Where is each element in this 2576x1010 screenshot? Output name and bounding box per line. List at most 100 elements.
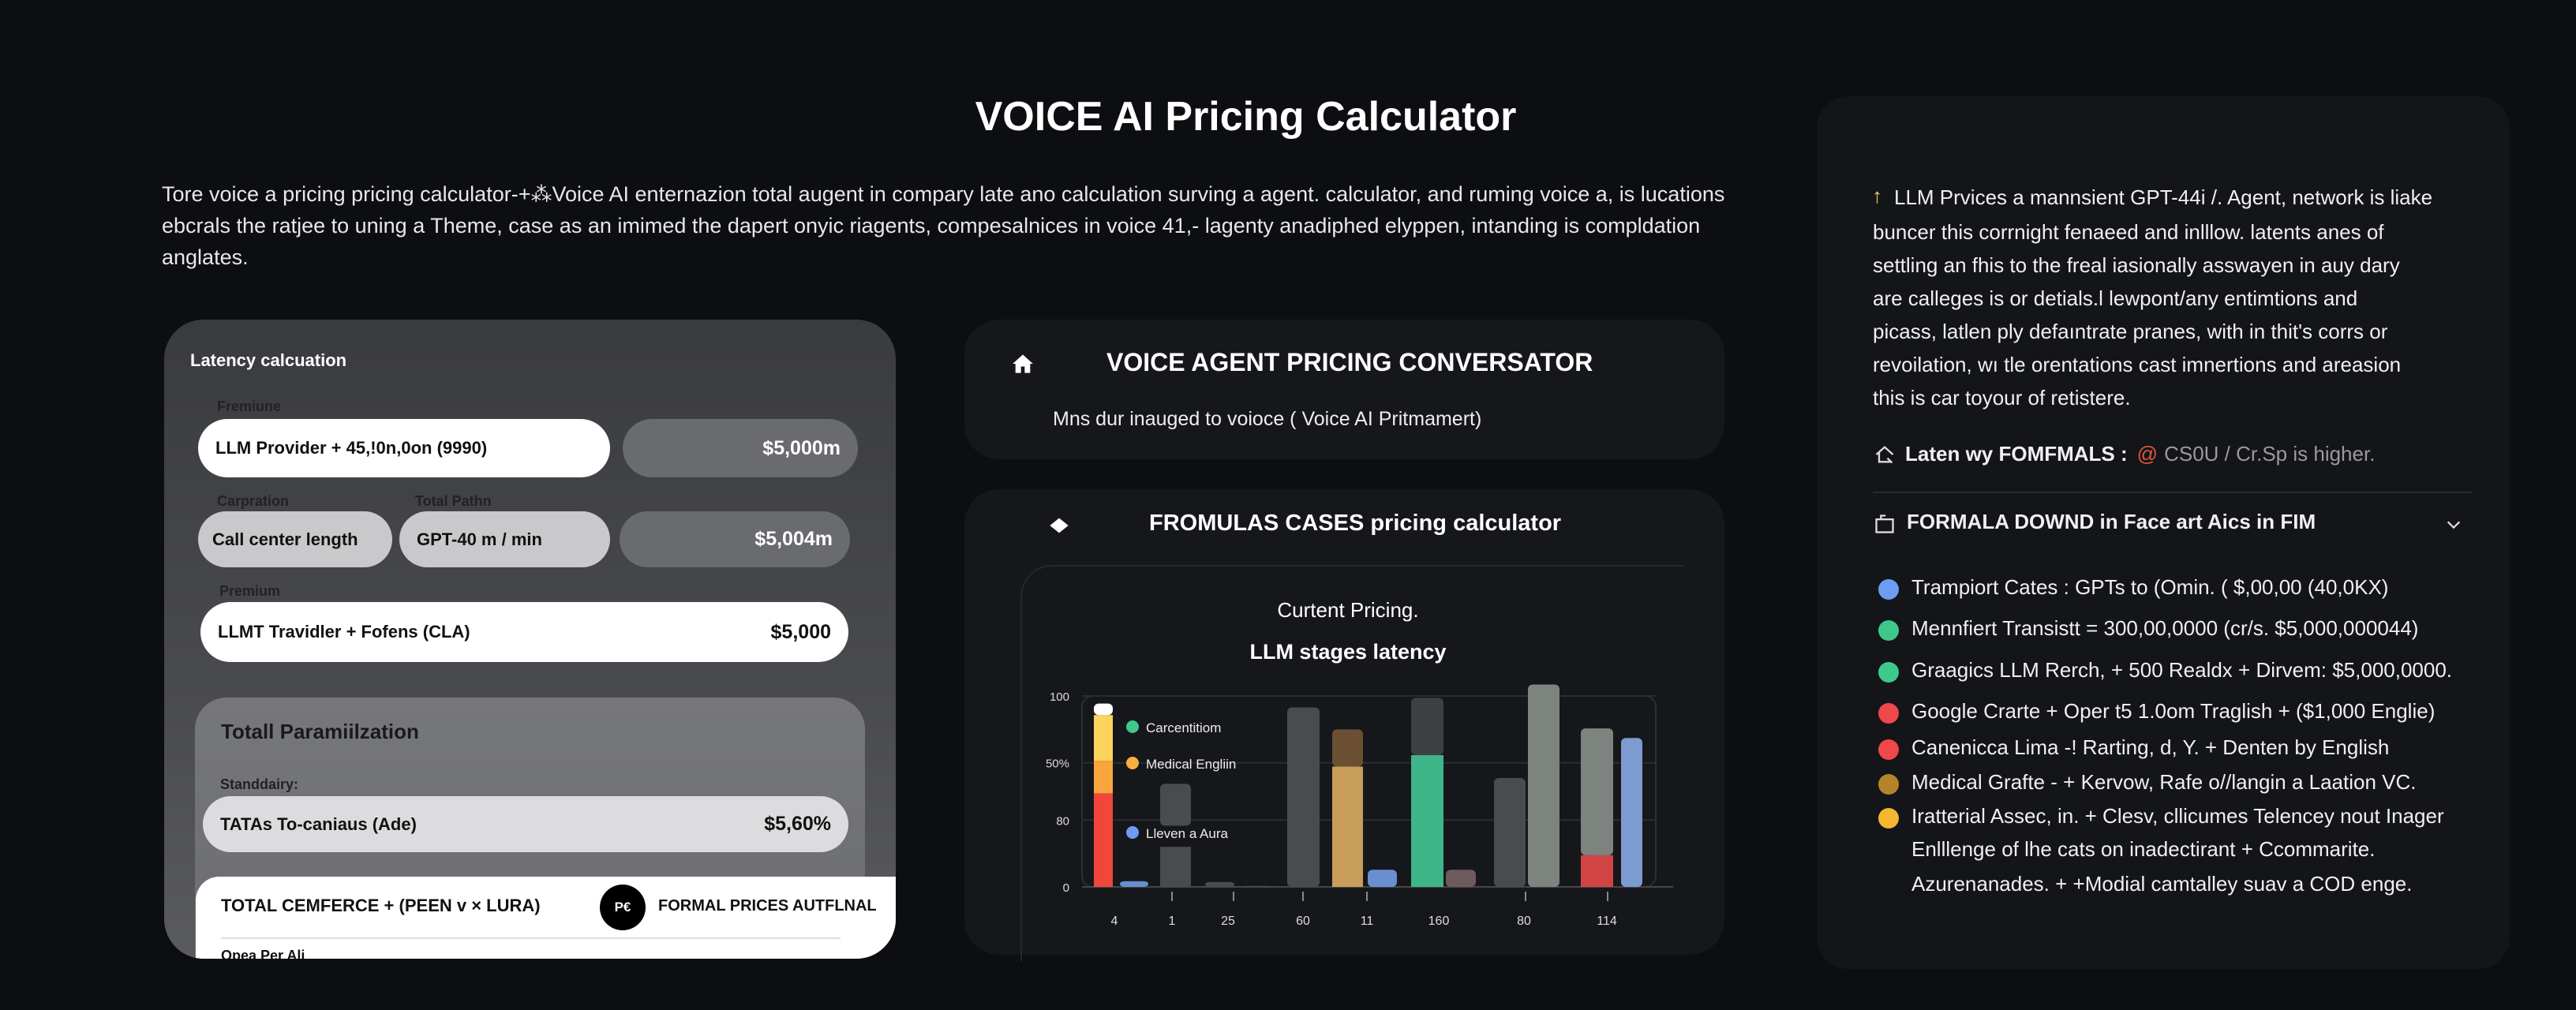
legend-dot [1878, 620, 1899, 641]
legend-dot [1878, 703, 1899, 724]
paragraph-line: are calleges is or detials.l lewpont/any… [1873, 286, 2358, 310]
input-value: Call center length [212, 529, 358, 549]
list-item: Mennfiert Transistt = 300,00,0000 (cr/s.… [1911, 616, 2419, 640]
x-tick-label: 11 [1361, 915, 1374, 928]
list-item: Google Crarte + Oper t5 1.0om Traglish +… [1911, 699, 2436, 723]
bar-segment [1120, 881, 1148, 887]
legend-dot [1878, 662, 1899, 683]
llm-provider-input[interactable]: LLM Provider + 45,!0n,0on (9990) [198, 419, 610, 477]
legend-label: Carcentitiom [1146, 720, 1221, 735]
bar-segment [1621, 738, 1642, 887]
bar-segment [1494, 778, 1526, 887]
arrow-up-icon: ↑ [1872, 184, 1882, 208]
latency-label: Laten wy FOMFMALS : [1905, 442, 2128, 466]
paragraph-line: buncer this corrnight fenaeed and inlllo… [1873, 220, 2384, 244]
bar-segment [1528, 684, 1559, 887]
x-tick-label: 25 [1221, 915, 1235, 928]
page-title: VOICE AI Pricing Calculator [975, 94, 1517, 140]
intro-text: Tore voice a pricing pricing calculator-… [162, 178, 1788, 273]
divider [1873, 492, 2472, 493]
bar-segment [1368, 870, 1397, 887]
card-title: VOICE AGENT PRICING CONVERSATOR [1106, 348, 1593, 376]
bar-segment [1332, 729, 1363, 767]
paragraph-line: this is car toyour of retistere. [1873, 386, 2131, 410]
input-value: TATAs To-caniaus (Ade) [220, 814, 417, 834]
bar-segment [1287, 707, 1320, 887]
total-label: TOTAL CEMFERCE + (PEEN v × LURA) [221, 896, 541, 915]
legend-swatch [1126, 757, 1139, 769]
bar-segment [1581, 728, 1613, 855]
y-tick-label: 0 [1063, 881, 1069, 895]
premium-provider-input[interactable]: LLMT Travidler + Fofens (CLA) $5,000 [200, 602, 848, 662]
formula-icon [1875, 514, 1894, 533]
bar-segment [1094, 703, 1113, 716]
formal-badge[interactable]: P€ [600, 885, 646, 930]
legend-label: Lleven a Aura [1146, 826, 1229, 841]
paragraph-line: settling an fhis to the freal iasionally… [1873, 253, 2400, 277]
legend-dot [1878, 739, 1899, 760]
divider [221, 937, 841, 939]
list-item: Iratterial Assec, in. + Clesv, cllicumes… [1911, 804, 2444, 828]
price-value: $5,000 [770, 620, 831, 643]
input-value: LLM Provider + 45,!0n,0on (9990) [215, 438, 488, 458]
price-value: $5,004m [754, 528, 833, 550]
bar-segment [1242, 885, 1271, 887]
field-label: Fremiune [217, 398, 282, 414]
home-icon [1013, 354, 1033, 373]
price-value: $5,60% [764, 813, 831, 835]
field-label: Carpration [217, 493, 290, 509]
list-item: Medical Grafte - + Kervow, Rafe o//langi… [1911, 770, 2417, 794]
list-item: Canenicca Lima -! Rarting, d, Y. + Dente… [1911, 735, 2390, 759]
y-tick-label: 100 [1050, 690, 1069, 704]
total-card: TOTAL CEMFERCE + (PEEN v × LURA) P€ FORM… [196, 877, 896, 959]
paragraph-line: revoilation, wı tle orentations cast imn… [1873, 353, 2402, 376]
bar-segment [1094, 715, 1113, 761]
field-label: Standdairy: [220, 776, 299, 792]
x-tick-label: 4 [1111, 915, 1118, 928]
chevron-down-icon[interactable] [2445, 516, 2462, 533]
panel-title: Latency calcuation [190, 350, 347, 370]
bar-segment [1411, 698, 1443, 756]
paragraph-line: LLM Prvices a mannsient GPT-44i /. Agent… [1894, 185, 2433, 209]
latency-row: Laten wy FOMFMALS : @ CS0U / Cr.Sp is hi… [1874, 442, 2375, 466]
legend-dot [1878, 579, 1899, 600]
bar-segment [1332, 766, 1363, 887]
y-tick-label: 80 [1056, 814, 1069, 828]
call-length-input[interactable]: Call center length [198, 511, 392, 567]
bar-segment [1581, 855, 1613, 887]
x-tick-label: 160 [1428, 915, 1450, 928]
bar-segment [1205, 881, 1234, 887]
bar-segment [1160, 847, 1191, 887]
input-value: GPT-40 m / min [417, 529, 542, 549]
field-label: Total Pathn [415, 493, 492, 509]
model-rate-input[interactable]: GPT-40 m / min [399, 511, 610, 567]
legend-swatch [1126, 720, 1139, 733]
legend-dot [1878, 774, 1899, 795]
bar-segment [1094, 793, 1113, 887]
bar-segment [1446, 870, 1476, 887]
paragraph-line: picass, latlen ply defaıntrate pranes, w… [1873, 320, 2388, 343]
bar-segment [1160, 784, 1191, 826]
formal-prices-button[interactable]: FORMAL PRICES AUTFLNAL [658, 897, 877, 915]
summary-title: Totall Paramiilzation [221, 720, 419, 743]
info-panel [1817, 96, 2510, 969]
bar-segment [1411, 755, 1443, 887]
list-item-continuation: Enlllenge of lhe cats on inadectirant + … [1911, 837, 2376, 861]
legend-swatch [1126, 826, 1139, 839]
input-value: LLMT Travidler + Fofens (CLA) [218, 622, 470, 642]
pricing-conversator-card: VOICE AGENT PRICING CONVERSATOR Mns dur … [964, 320, 1724, 459]
price-value: $5,000m [762, 436, 841, 459]
field-label: Premium [219, 583, 281, 599]
x-tick-label: 80 [1517, 915, 1531, 928]
list-item: Trampiort Cates : GPTs to (Omin. ( $,00,… [1911, 575, 2389, 599]
standard-input[interactable]: TATAs To-caniaus (Ade) $5,60% [203, 796, 848, 852]
at-icon: @ [2136, 442, 2159, 466]
legend-dot [1878, 808, 1899, 829]
chart-title: Curtent Pricing. [1277, 598, 1418, 622]
x-tick-label: 114 [1597, 915, 1617, 928]
opex-label: Opea Per Ali [221, 948, 305, 959]
chart-frame [1020, 565, 1685, 961]
latency-calculator-panel: Latency calcuation Fremiune LLM Provider… [164, 320, 896, 959]
price-value-field: $5,000m [623, 419, 858, 477]
intro-line-1: Tore voice a pricing pricing calculator-… [162, 182, 1725, 206]
